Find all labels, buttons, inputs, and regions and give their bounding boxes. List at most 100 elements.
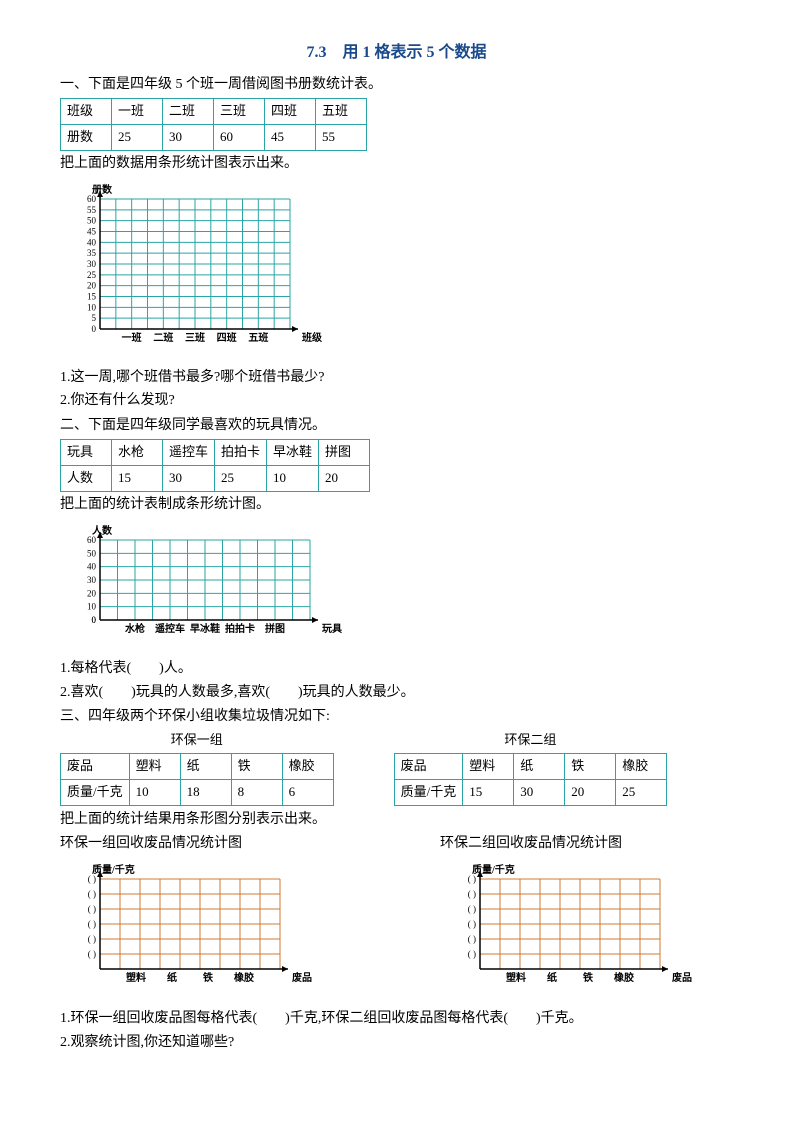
q2-chart: 人数01020304050600水枪遥控车早冰鞋拍拍卡拼图玩具 (60, 522, 733, 652)
q1-v-1: 30 (163, 124, 214, 150)
q2-th-0: 玩具 (61, 440, 112, 466)
svg-text:一班: 一班 (122, 331, 142, 344)
page-title: 7.3 用 1 格表示 5 个数据 (60, 40, 733, 66)
q3-sub1: 1.环保一组回收废品图每格代表( )千克,环保二组回收废品图每格代表( )千克。 (60, 1008, 733, 1030)
svg-text:( ): ( ) (468, 949, 476, 959)
svg-text:60: 60 (87, 535, 97, 545)
svg-text:( ): ( ) (468, 904, 476, 914)
q3t1-th-0: 废品 (61, 754, 130, 780)
svg-text:50: 50 (87, 216, 97, 226)
q1-sub2: 2.你还有什么发现? (60, 390, 733, 412)
svg-text:50: 50 (87, 548, 97, 558)
svg-text:0: 0 (92, 324, 97, 334)
q3t2-v-3: 25 (616, 779, 667, 805)
q1-th-1: 一班 (112, 98, 163, 124)
q2-th-3: 拍拍卡 (215, 440, 267, 466)
svg-text:30: 30 (87, 575, 97, 585)
q3-table1: 废品 塑料 纸 铁 橡胶 质量/千克 10 18 8 6 (60, 753, 334, 806)
q2-th-2: 遥控车 (163, 440, 215, 466)
svg-text:10: 10 (87, 302, 97, 312)
svg-text:30: 30 (87, 259, 97, 269)
q1-v-4: 55 (316, 124, 367, 150)
svg-text:5: 5 (92, 313, 97, 323)
svg-text:橡胶: 橡胶 (614, 971, 634, 984)
q1-rowlabel: 册数 (61, 124, 112, 150)
q2-v-4: 20 (319, 465, 370, 491)
svg-text:四班: 四班 (217, 331, 237, 344)
q1-v-0: 25 (112, 124, 163, 150)
svg-text:55: 55 (87, 205, 97, 215)
svg-text:纸: 纸 (547, 971, 557, 984)
q1-sub1: 1.这一周,哪个班借书最多?哪个班借书最少? (60, 367, 733, 389)
q1-v-3: 45 (265, 124, 316, 150)
q3t1-th-4: 橡胶 (282, 754, 333, 780)
svg-text:塑料: 塑料 (126, 971, 146, 984)
q1-th-4: 四班 (265, 98, 316, 124)
q3t1-v-3: 6 (282, 779, 333, 805)
q3t2-th-1: 塑料 (463, 754, 514, 780)
svg-text:( ): ( ) (468, 919, 476, 929)
q2-th-1: 水枪 (112, 440, 163, 466)
q1-table: 班级 一班 二班 三班 四班 五班 册数 25 30 60 45 55 (60, 98, 367, 151)
svg-text:10: 10 (87, 602, 97, 612)
q3t2-v-1: 30 (514, 779, 565, 805)
svg-text:五班: 五班 (248, 331, 268, 344)
q1-th-0: 班级 (61, 98, 112, 124)
q2-rowlabel: 人数 (61, 465, 112, 491)
q3t2-rowlabel: 质量/千克 (394, 779, 463, 805)
q3t2-th-0: 废品 (394, 754, 463, 780)
svg-text:纸: 纸 (167, 971, 177, 984)
q3-group2-title: 环保二组 (394, 730, 668, 751)
q3t1-v-0: 10 (129, 779, 180, 805)
q3t1-th-1: 塑料 (129, 754, 180, 780)
svg-text:( ): ( ) (468, 874, 476, 884)
svg-text:废品: 废品 (292, 971, 312, 984)
svg-text:15: 15 (87, 291, 97, 301)
svg-text:二班: 二班 (153, 331, 173, 344)
q1-v-2: 60 (214, 124, 265, 150)
q2-v-3: 10 (267, 465, 319, 491)
svg-text:35: 35 (87, 248, 97, 258)
svg-text:40: 40 (87, 562, 97, 572)
q1-instruction: 把上面的数据用条形统计图表示出来。 (60, 153, 733, 175)
q3t1-v-2: 8 (231, 779, 282, 805)
q3t2-th-2: 纸 (514, 754, 565, 780)
q2-th-5: 拼图 (319, 440, 370, 466)
svg-text:( ): ( ) (468, 889, 476, 899)
svg-text:橡胶: 橡胶 (234, 971, 254, 984)
svg-text:水枪: 水枪 (124, 622, 145, 635)
q1-th-3: 三班 (214, 98, 265, 124)
q2-v-0: 15 (112, 465, 163, 491)
svg-text:( ): ( ) (88, 919, 96, 929)
q2-instruction: 把上面的统计表制成条形统计图。 (60, 494, 733, 516)
q3-chart1-title: 环保一组回收废品情况统计图 (60, 833, 320, 855)
q3t1-v-1: 18 (180, 779, 231, 805)
q2-v-2: 25 (215, 465, 267, 491)
svg-text:40: 40 (87, 237, 97, 247)
svg-text:玩具: 玩具 (322, 623, 342, 635)
svg-text:三班: 三班 (185, 331, 205, 344)
svg-text:( ): ( ) (468, 934, 476, 944)
q3-chart2-title: 环保二组回收废品情况统计图 (440, 833, 700, 855)
svg-text:20: 20 (87, 588, 97, 598)
q1-chart: 册数510152025303540455055600一班二班三班四班五班班级 (60, 181, 733, 361)
svg-text:塑料: 塑料 (506, 971, 526, 984)
q1-heading: 一、下面是四年级 5 个班一周借阅图书册数统计表。 (60, 74, 733, 96)
svg-text:拼图: 拼图 (265, 622, 285, 635)
q3t2-v-0: 15 (463, 779, 514, 805)
q3-instruction: 把上面的统计结果用条形图分别表示出来。 (60, 809, 733, 831)
svg-text:25: 25 (87, 270, 97, 280)
q3t2-th-3: 铁 (565, 754, 616, 780)
q3t1-rowlabel: 质量/千克 (61, 779, 130, 805)
q3-heading: 三、四年级两个环保小组收集垃圾情况如下: (60, 706, 733, 728)
svg-text:铁: 铁 (203, 971, 213, 984)
svg-text:班级: 班级 (302, 331, 323, 344)
svg-text:( ): ( ) (88, 949, 96, 959)
q3t2-th-4: 橡胶 (616, 754, 667, 780)
svg-text:( ): ( ) (88, 889, 96, 899)
q2-th-4: 早冰鞋 (267, 440, 319, 466)
q2-sub1: 1.每格代表( )人。 (60, 658, 733, 680)
svg-text:遥控车: 遥控车 (155, 622, 185, 635)
svg-text:早冰鞋: 早冰鞋 (190, 622, 220, 635)
svg-text:质量/千克: 质量/千克 (92, 863, 135, 876)
